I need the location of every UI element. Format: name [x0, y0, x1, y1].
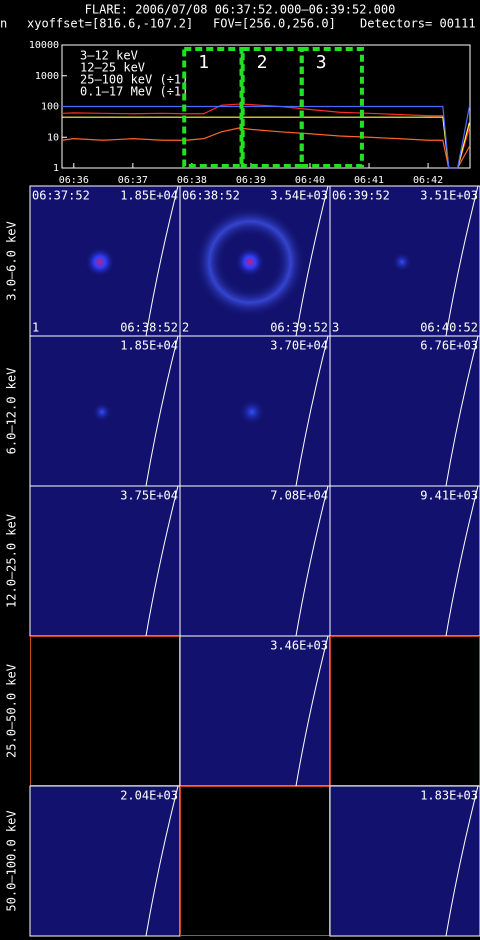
empty-cell [330, 636, 480, 786]
cell-index: 1 [32, 321, 39, 335]
series-line [62, 105, 470, 169]
image-cell [329, 785, 480, 937]
solar-limb [295, 635, 329, 787]
series-line [62, 116, 470, 169]
peak-label: 3.51E+03 [420, 189, 478, 203]
peak-label: 3.75E+04 [120, 489, 178, 503]
image-cell [329, 485, 480, 637]
x-tick-label: 06:42 [413, 175, 443, 186]
row-label: 6.0–12.0 keV [5, 368, 19, 455]
series-line [61, 127, 470, 169]
x-tick-label: 06:39 [236, 175, 266, 186]
solar-limb [295, 485, 329, 637]
legend-entry: 0.1–17 MeV (÷1) [80, 85, 188, 99]
y-tick-label: 10000 [29, 40, 59, 51]
xyoffset: xyoffset=[816.6,-107.2] [27, 17, 193, 31]
fov: FOV=[256.0,256.0] [213, 17, 336, 31]
x-tick-label: 06:41 [354, 175, 384, 186]
image-cell [29, 785, 181, 937]
detectors: Detectors= 00111 [360, 17, 476, 31]
peak-label: 3.46E+03 [270, 639, 328, 653]
y-tick-label: 10 [47, 132, 59, 143]
row-label: 3.0–6.0 keV [5, 221, 19, 300]
empty-cell [180, 786, 330, 936]
peak-label: 7.08E+04 [270, 489, 328, 503]
solar-limb [445, 185, 479, 337]
image-cell [179, 635, 331, 787]
lightcurve: 1 10 100 1000 10000 06:36 06:37 06:38 06:39 06:40… [29, 40, 471, 186]
start-time: 06:37:52 [32, 189, 90, 203]
cell-index: 3 [332, 321, 339, 335]
series-line [61, 103, 470, 169]
start-time: 06:38:52 [182, 189, 240, 203]
end-time: 06:38:52 [120, 321, 178, 335]
solar-limb [145, 335, 179, 487]
peak-label: 9.41E+03 [420, 489, 478, 503]
title: FLARE: 2006/07/08 06:37:52.000–06:39:52.… [85, 3, 396, 17]
image-cell [29, 485, 181, 637]
peak-label: 1.85E+04 [120, 189, 178, 203]
peak-label: 3.54E+03 [270, 189, 328, 203]
source [86, 248, 114, 276]
source [393, 253, 411, 271]
x-tick-label: 06:38 [177, 175, 207, 186]
solar-limb [145, 185, 179, 337]
source [93, 403, 111, 421]
image-cell [179, 485, 331, 637]
image-grid: 3.0–6.0 keV 6.0–12.0 keV 12.0–25.0 keV 25.0… [5, 185, 480, 937]
empty-cell [30, 636, 180, 786]
y-tick-label: 1 [53, 163, 59, 174]
x-tick-label: 06:36 [59, 175, 89, 186]
solar-limb [445, 485, 479, 637]
solar-limb [295, 185, 329, 337]
legend-entry: 3–12 keV [80, 49, 138, 63]
row-label: 12.0–25.0 keV [5, 514, 19, 608]
peak-label: 1.85E+04 [120, 339, 178, 353]
interval-label: 1 [198, 52, 209, 73]
peak-label: 2.04E+03 [120, 789, 178, 803]
source [240, 400, 264, 424]
x-tick-label: 06:37 [118, 175, 148, 186]
image-cell [329, 335, 480, 487]
prefix: n [0, 17, 7, 31]
interval-box [182, 47, 244, 168]
legend-entry: 12–25 keV [80, 61, 145, 75]
peak-label: 1.83E+03 [420, 789, 478, 803]
end-time: 06:39:52 [270, 321, 328, 335]
solar-limb [295, 335, 329, 487]
solar-limb [445, 785, 479, 937]
y-tick-label: 100 [41, 102, 59, 113]
interval-label: 2 [257, 52, 268, 73]
peak-label: 3.70E+04 [270, 339, 328, 353]
row-label: 50.0–100.0 keV [5, 810, 19, 911]
y-tick-label: 1000 [35, 71, 59, 82]
x-tick-label: 06:40 [295, 175, 325, 186]
solar-limb [445, 335, 479, 487]
peak-label: 6.76E+03 [420, 339, 478, 353]
source [236, 248, 264, 276]
end-time: 06:40:52 [420, 321, 478, 335]
legend-entry: 25–100 keV (÷1) [80, 73, 188, 87]
interval-box [299, 47, 364, 168]
cell-index: 2 [182, 321, 189, 335]
interval-label: 3 [316, 52, 327, 73]
start-time: 06:39:52 [332, 189, 390, 203]
solar-limb [145, 785, 179, 937]
row-label: 25.0–50.0 keV [5, 664, 19, 758]
solar-limb [145, 485, 179, 637]
